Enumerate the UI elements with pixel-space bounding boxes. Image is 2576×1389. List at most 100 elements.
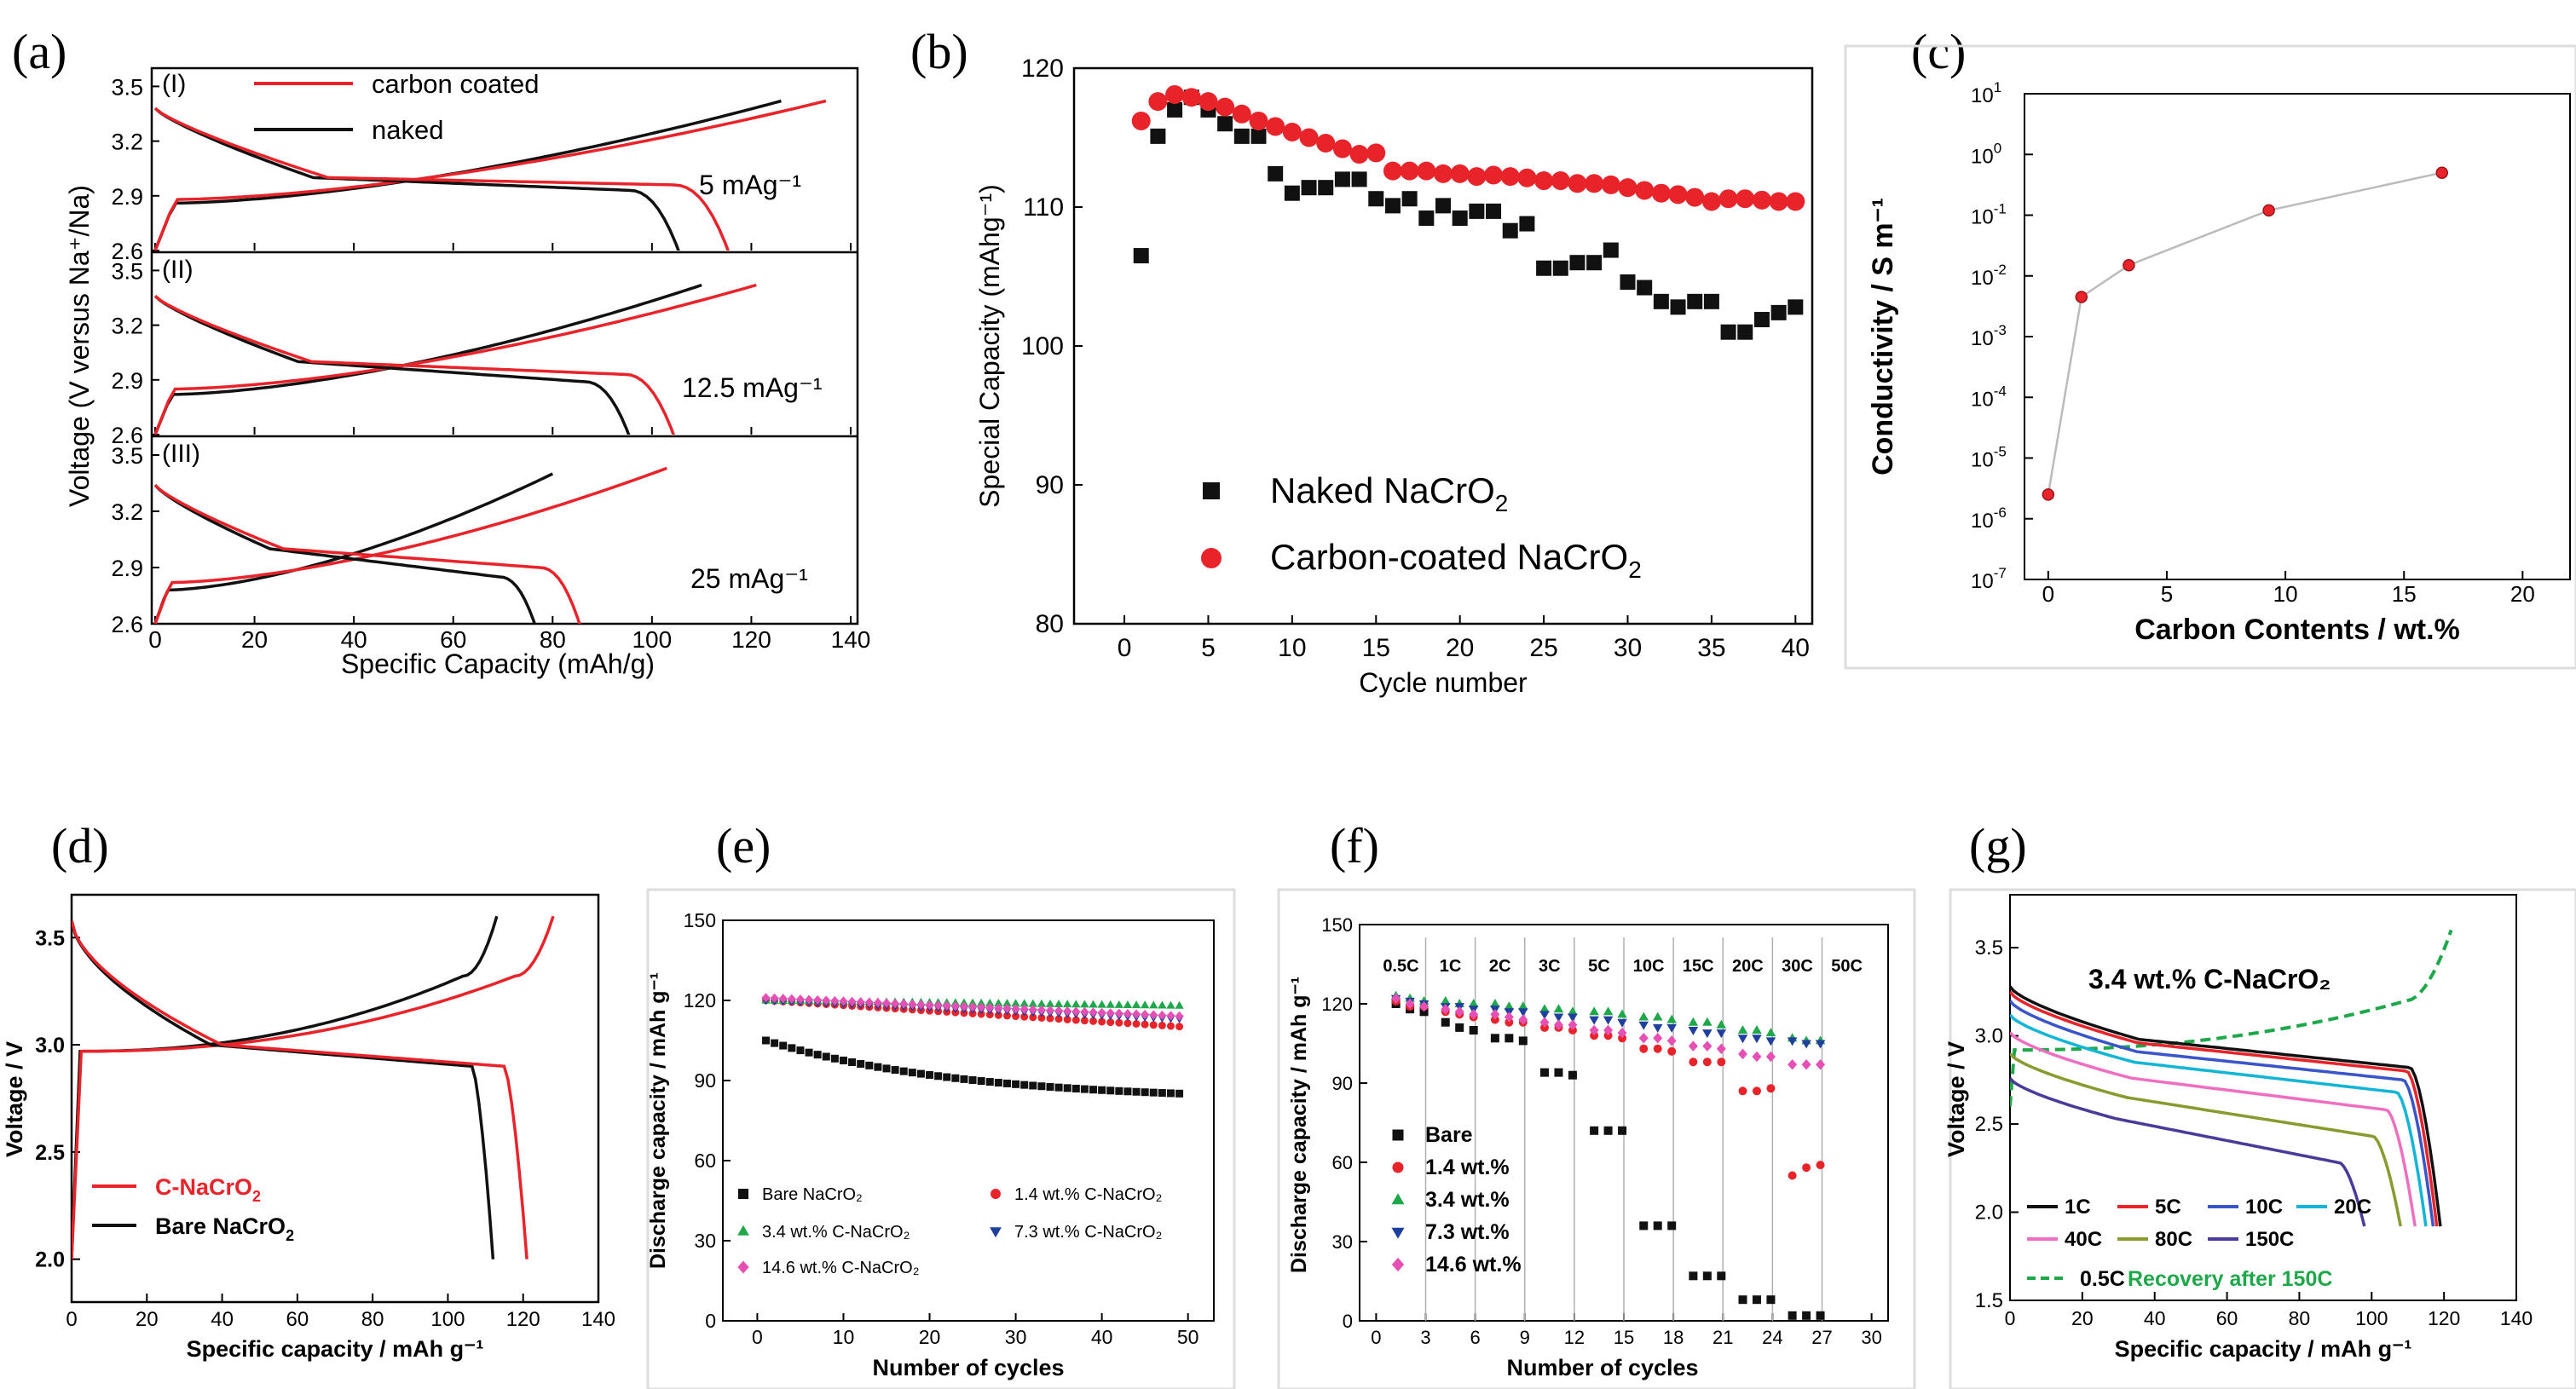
f-point-1: [1702, 1271, 1712, 1281]
b-naked-point: [1217, 116, 1233, 132]
f-point-5: [1539, 1017, 1550, 1028]
e-outer-box: [646, 888, 1236, 1389]
e-ytick-label: 90: [694, 1069, 716, 1092]
f-legend-marker-4: [1391, 1227, 1405, 1239]
panel-a-label: (a): [12, 24, 66, 79]
g-legend-label-5C: 5C: [2155, 1196, 2181, 1219]
e-point-5: [787, 994, 796, 1004]
e-point-2: [1080, 1017, 1089, 1025]
e-point-2: [1046, 1014, 1054, 1023]
f-point-5: [1469, 1009, 1479, 1020]
b-coated-point: [1216, 97, 1235, 117]
e-point-5: [864, 997, 874, 1007]
e-point-2: [1071, 1016, 1080, 1024]
e-point-5: [1089, 1007, 1098, 1017]
f-legend-label-5: 14.6 wt.%: [1425, 1253, 1522, 1277]
c-xtick-label: 5: [2161, 581, 2173, 607]
e-point-1: [779, 1041, 788, 1050]
f-xtick-label: 15: [1614, 1327, 1634, 1348]
g-xtick-label: 40: [2144, 1307, 2166, 1329]
e-point-5: [916, 1000, 926, 1010]
e-point-5: [891, 998, 900, 1009]
f-point-1: [1667, 1221, 1677, 1231]
b-coated-point: [1316, 134, 1336, 153]
f-point-4: [1765, 1037, 1776, 1046]
b-naked-point: [1368, 191, 1384, 207]
f-point-3: [1752, 1025, 1762, 1034]
f-point-1: [1490, 1034, 1499, 1043]
e-point-5: [778, 994, 788, 1004]
f-point-1: [1653, 1221, 1662, 1231]
a-naked-charge-curve: [153, 472, 554, 624]
f-point-3: [1568, 1006, 1578, 1016]
e-point-2: [1166, 1022, 1175, 1030]
e-point-1: [1132, 1087, 1141, 1096]
b-coated-point: [1517, 168, 1537, 187]
f-legend-marker-5: [1391, 1257, 1405, 1272]
g-legend-label-1C: 1C: [2065, 1196, 2091, 1219]
b-naked-point: [1770, 304, 1787, 320]
f-point-5: [1518, 1014, 1528, 1025]
panel-a-chart: 0 20 40 60 80 100 120 1402.62.93.23.52.62.93.23…: [64, 66, 870, 679]
f-xtick-label: 9: [1520, 1327, 1530, 1348]
b-naked-point: [1753, 312, 1770, 328]
c-xtick-label: 15: [2392, 581, 2417, 607]
f-point-3: [1553, 1004, 1564, 1013]
f-point-5: [1454, 1006, 1464, 1017]
e-point-1: [848, 1058, 857, 1066]
d-xtick-label: 40: [211, 1308, 234, 1331]
e-point-1: [771, 1039, 779, 1047]
e-point-5: [1166, 1011, 1175, 1021]
b-ytick-label: 120: [1021, 55, 1064, 83]
c-outer-box: [1844, 44, 2576, 670]
e-point-5: [1149, 1010, 1158, 1020]
e-xtick-label: 0: [752, 1326, 763, 1348]
g-xtick-label: 120: [2428, 1307, 2460, 1329]
panel-e-label: (e): [716, 818, 771, 873]
b-naked-point: [1486, 203, 1502, 219]
d-bare-discharge-curve: [72, 919, 495, 1259]
f-xtick-label: 30: [1861, 1327, 1881, 1348]
f-point-5: [1504, 1011, 1514, 1023]
f-point-3: [1765, 1028, 1776, 1037]
a-sub2-label: (II): [162, 256, 193, 284]
f-legend-marker-2: [1392, 1161, 1404, 1173]
e-point-1: [899, 1067, 908, 1075]
e-point-5: [908, 999, 917, 1010]
e-point-1: [891, 1066, 899, 1075]
d-xtick-label: 60: [286, 1308, 309, 1331]
a-sub3-label: (III): [162, 440, 200, 468]
e-point-2: [1106, 1018, 1115, 1027]
a-rate-1: 5 mAg⁻¹: [699, 170, 801, 200]
f-point-1: [1540, 1068, 1549, 1077]
e-point-1: [1046, 1082, 1054, 1091]
e-point-5: [950, 1001, 960, 1011]
g-ytick-label: 3.0: [1975, 1025, 2003, 1048]
f-point-4: [1568, 1013, 1578, 1023]
f-point-3: [1441, 995, 1451, 1005]
e-point-1: [805, 1048, 813, 1057]
b-xtick-label: 25: [1529, 634, 1557, 662]
e-point-1: [934, 1072, 943, 1081]
a-xlabel: Specific Capacity (mAh/g): [341, 648, 655, 679]
b-ylabel: Special Capacity (mAhg⁻¹): [974, 184, 1005, 508]
f-point-1: [1518, 1036, 1528, 1046]
f-rate-label: 2C: [1489, 957, 1511, 976]
e-legend-label-3: 3.4 wt.% C-NaCrO₂: [762, 1223, 910, 1242]
e-point-5: [1114, 1008, 1123, 1018]
e-point-3: [1045, 999, 1055, 1007]
e-point-2: [1175, 1023, 1184, 1031]
b-naked-point: [1687, 293, 1703, 309]
d-legend-bare: Bare NaCrO2: [155, 1213, 294, 1244]
g-curves-group: [2010, 929, 2453, 1227]
e-point-2: [1012, 1012, 1020, 1021]
f-point-2: [1702, 1058, 1712, 1067]
e-point-5: [1028, 1005, 1037, 1015]
e-point-5: [1132, 1009, 1141, 1019]
b-xlabel: Cycle number: [1359, 667, 1528, 698]
e-point-5: [1011, 1004, 1020, 1014]
b-xtick-label: 10: [1278, 634, 1306, 662]
e-point-3: [1114, 1000, 1124, 1008]
b-xtick-label: 40: [1782, 634, 1810, 662]
f-point-2: [1689, 1058, 1698, 1067]
